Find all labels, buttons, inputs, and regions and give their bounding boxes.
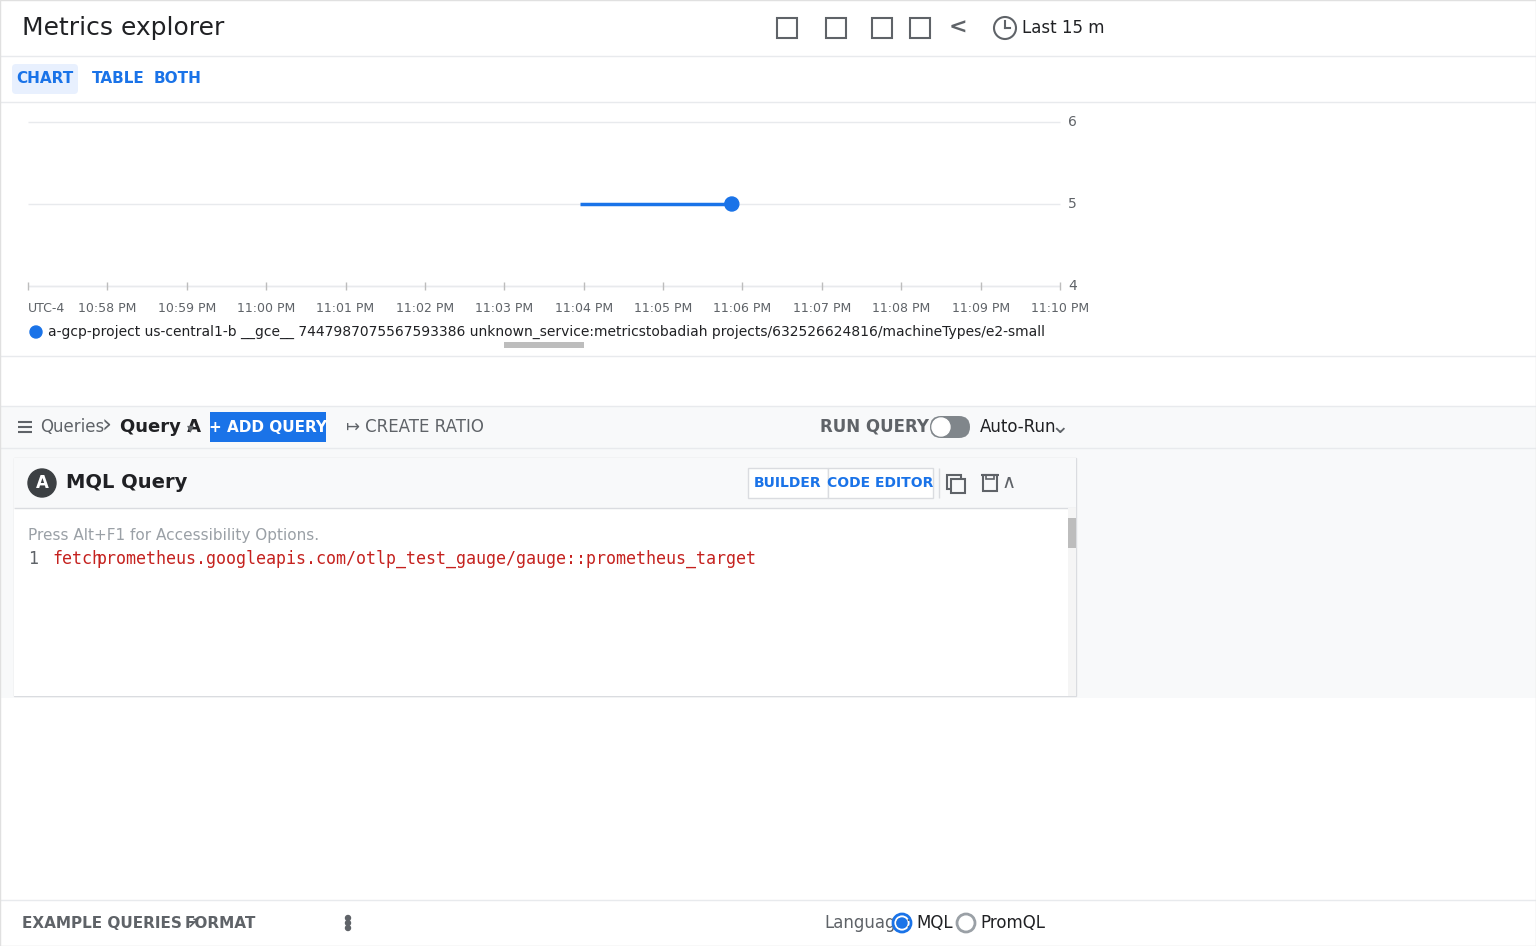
Text: ↦ CREATE RATIO: ↦ CREATE RATIO — [346, 418, 484, 436]
Text: TABLE: TABLE — [92, 72, 144, 86]
Text: 11:06 PM: 11:06 PM — [713, 302, 771, 315]
Text: UTC-4: UTC-4 — [28, 302, 65, 315]
Text: A: A — [35, 474, 49, 492]
Text: 11:10 PM: 11:10 PM — [1031, 302, 1089, 315]
Text: BUILDER: BUILDER — [754, 476, 822, 490]
Bar — [504, 342, 584, 348]
Text: MQL: MQL — [915, 914, 952, 932]
Text: <: < — [949, 18, 968, 38]
Text: ▾: ▾ — [186, 421, 194, 435]
Circle shape — [725, 197, 739, 211]
Bar — [0, 406, 1536, 448]
Text: 11:00 PM: 11:00 PM — [237, 302, 295, 315]
Bar — [983, 475, 997, 491]
Text: ⌄: ⌄ — [1051, 417, 1069, 437]
Text: 10:59 PM: 10:59 PM — [158, 302, 217, 315]
Text: Query A: Query A — [120, 418, 201, 436]
Bar — [0, 102, 1536, 356]
Bar — [748, 468, 828, 498]
Bar — [1068, 508, 1077, 696]
Circle shape — [346, 916, 350, 920]
Text: 6: 6 — [1068, 115, 1077, 129]
Bar — [948, 475, 962, 489]
Text: 11:08 PM: 11:08 PM — [872, 302, 931, 315]
Bar — [0, 56, 1536, 102]
Bar — [872, 18, 892, 38]
Text: Language:: Language: — [823, 914, 911, 932]
Text: PromQL: PromQL — [980, 914, 1044, 932]
Circle shape — [346, 920, 350, 925]
Circle shape — [932, 418, 949, 436]
Bar — [14, 458, 1077, 508]
Text: MQL Query: MQL Query — [66, 474, 187, 493]
Text: FORMAT: FORMAT — [184, 916, 257, 931]
Text: 4: 4 — [1068, 279, 1077, 293]
Text: + ADD QUERY: + ADD QUERY — [209, 419, 327, 434]
Bar — [986, 475, 994, 479]
Bar — [826, 18, 846, 38]
Bar — [14, 508, 1077, 696]
Text: 11:04 PM: 11:04 PM — [554, 302, 613, 315]
Text: 11:05 PM: 11:05 PM — [634, 302, 693, 315]
Bar — [210, 412, 326, 442]
Text: 5: 5 — [1068, 197, 1077, 211]
Text: 11:01 PM: 11:01 PM — [316, 302, 375, 315]
Bar — [0, 448, 1536, 698]
Bar — [1068, 518, 1077, 548]
Bar — [909, 18, 929, 38]
Text: RUN QUERY: RUN QUERY — [820, 418, 929, 436]
Circle shape — [31, 326, 41, 338]
Circle shape — [28, 469, 55, 497]
Text: EXAMPLE QUERIES ↗: EXAMPLE QUERIES ↗ — [22, 916, 200, 931]
Bar — [0, 0, 1536, 56]
Text: prometheus.googleapis.com/otlp_test_gauge/gauge::prometheus_target: prometheus.googleapis.com/otlp_test_gaug… — [95, 550, 756, 569]
Text: fetch: fetch — [52, 550, 101, 568]
Bar — [828, 468, 932, 498]
Circle shape — [346, 925, 350, 931]
FancyBboxPatch shape — [12, 64, 78, 94]
Text: ›: › — [101, 414, 112, 438]
Text: CODE EDITOR: CODE EDITOR — [826, 476, 934, 490]
Text: 11:07 PM: 11:07 PM — [793, 302, 851, 315]
Circle shape — [897, 918, 906, 928]
Text: Press Alt+F1 for Accessibility Options.: Press Alt+F1 for Accessibility Options. — [28, 528, 319, 543]
Bar — [951, 479, 965, 493]
Text: CHART: CHART — [17, 72, 74, 86]
Bar — [777, 18, 797, 38]
FancyBboxPatch shape — [929, 416, 971, 438]
Text: ∧: ∧ — [1001, 474, 1017, 493]
Bar — [14, 458, 1077, 696]
Text: 1: 1 — [28, 550, 38, 568]
Text: Queries: Queries — [40, 418, 104, 436]
Text: BOTH: BOTH — [154, 72, 201, 86]
Text: 11:03 PM: 11:03 PM — [475, 302, 533, 315]
Text: 11:09 PM: 11:09 PM — [952, 302, 1009, 315]
Bar — [0, 900, 1536, 946]
Text: Auto-Run: Auto-Run — [980, 418, 1057, 436]
Text: a-gcp-project us-central1-b __gce__ 7447987075567593386 unknown_service:metricst: a-gcp-project us-central1-b __gce__ 7447… — [48, 324, 1044, 339]
Text: Metrics explorer: Metrics explorer — [22, 16, 224, 40]
Text: Last 15 m: Last 15 m — [1021, 19, 1104, 37]
Text: 10:58 PM: 10:58 PM — [78, 302, 137, 315]
Text: 11:02 PM: 11:02 PM — [396, 302, 455, 315]
